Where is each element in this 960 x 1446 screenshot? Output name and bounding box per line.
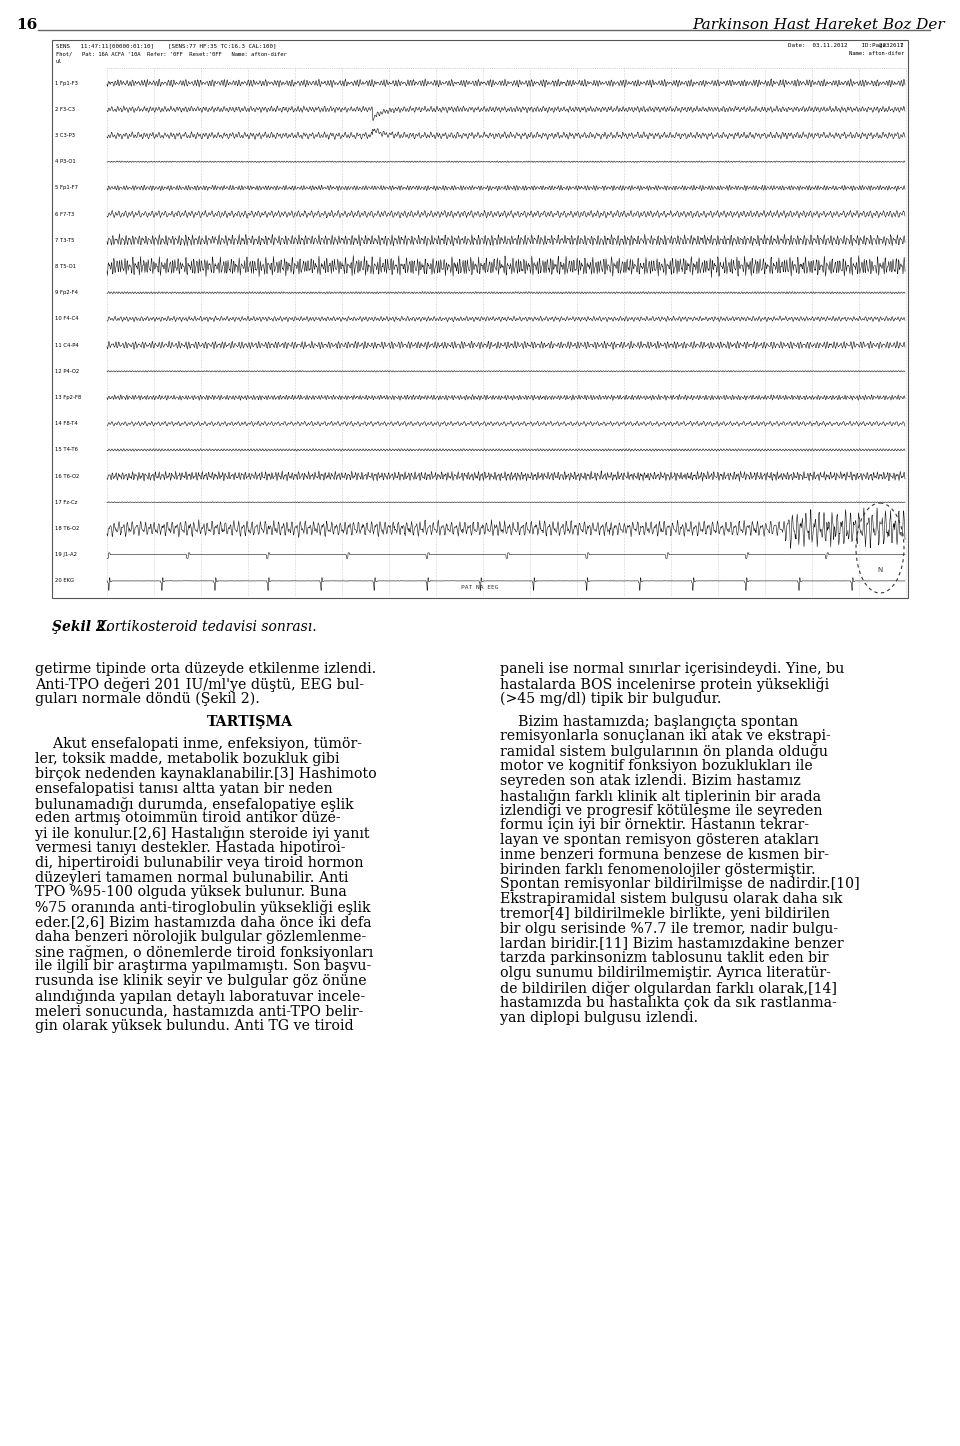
Text: TPO %95-100 olguda yüksek bulunur. Buna: TPO %95-100 olguda yüksek bulunur. Buna — [35, 885, 347, 899]
Text: eder.[2,6] Bizim hastamızda daha önce iki defa: eder.[2,6] Bizim hastamızda daha önce ik… — [35, 915, 372, 930]
Text: TARTIŞMA: TARTIŞMA — [207, 714, 293, 729]
Text: ile ilgili bir araştırma yapılmamıştı. Son başvu-: ile ilgili bir araştırma yapılmamıştı. S… — [35, 960, 372, 973]
Text: tremor[4] bildirilmekle birlikte, yeni bildirilen: tremor[4] bildirilmekle birlikte, yeni b… — [500, 907, 829, 921]
Text: Şekil 2.: Şekil 2. — [52, 620, 110, 633]
Text: %75 oranında anti-tiroglobulin yüksekliği eşlik: %75 oranında anti-tiroglobulin yüksekliğ… — [35, 901, 371, 915]
Text: meleri sonucunda, hastamızda anti-TPO belir-: meleri sonucunda, hastamızda anti-TPO be… — [35, 1004, 364, 1018]
Text: Parkinson Hast Hareket Boz Der: Parkinson Hast Hareket Boz Der — [692, 17, 945, 32]
Text: Date:  03.11.2012    ID:  2232617: Date: 03.11.2012 ID: 2232617 — [788, 43, 904, 48]
Text: Kortikosteroid tedavisi sonrası.: Kortikosteroid tedavisi sonrası. — [92, 620, 317, 633]
Text: yi ile konulur.[2,6] Hastalığın steroide iyi yanıt: yi ile konulur.[2,6] Hastalığın steroide… — [35, 826, 370, 842]
Text: bulunamadığı durumda, ensefalopatiye eşlik: bulunamadığı durumda, ensefalopatiye eşl… — [35, 797, 353, 811]
Text: rusunda ise klinik seyir ve bulgular göz önüne: rusunda ise klinik seyir ve bulgular göz… — [35, 975, 367, 988]
Text: ensefalopatisi tanısı altta yatan bir neden: ensefalopatisi tanısı altta yatan bir ne… — [35, 782, 332, 795]
Text: ler, toksik madde, metabolik bozukluk gibi: ler, toksik madde, metabolik bozukluk gi… — [35, 752, 340, 766]
Text: 12 P4-O2: 12 P4-O2 — [55, 369, 80, 375]
Text: 9 Fp2-F4: 9 Fp2-F4 — [55, 291, 78, 295]
Text: 19 J1-A2: 19 J1-A2 — [55, 552, 77, 557]
Text: izlendiği ve progresif kötüleşme ile seyreden: izlendiği ve progresif kötüleşme ile sey… — [500, 804, 823, 818]
Text: 1 Fp1-F3: 1 Fp1-F3 — [55, 81, 78, 85]
Text: 10 F4-C4: 10 F4-C4 — [55, 317, 79, 321]
Text: de bildirilen diğer olgulardan farklı olarak,[14]: de bildirilen diğer olgulardan farklı ol… — [500, 980, 837, 996]
Text: motor ve kognitif fonksiyon bozuklukları ile: motor ve kognitif fonksiyon bozuklukları… — [500, 759, 813, 774]
Text: ul: ul — [56, 59, 62, 64]
Text: SENS   11:47:11[00000:01:10]    [SENS:77 HF:35 TC:16.3 CAL:100]: SENS 11:47:11[00000:01:10] [SENS:77 HF:3… — [56, 43, 276, 48]
Text: Akut ensefalopati inme, enfeksiyon, tümör-: Akut ensefalopati inme, enfeksiyon, tümö… — [35, 737, 362, 752]
Text: Anti-TPO değeri 201 IU/ml'ye düştü, EEG bul-: Anti-TPO değeri 201 IU/ml'ye düştü, EEG … — [35, 677, 364, 691]
Text: Page    1: Page 1 — [649, 43, 904, 48]
Text: formu için iyi bir örnektir. Hastanın tekrar-: formu için iyi bir örnektir. Hastanın te… — [500, 818, 809, 831]
Text: alındığında yapılan detaylı laboratuvar incele-: alındığında yapılan detaylı laboratuvar … — [35, 989, 365, 1004]
Text: 3 C3-P3: 3 C3-P3 — [55, 133, 75, 137]
Text: 15 T4-T6: 15 T4-T6 — [55, 447, 78, 453]
Text: layan ve spontan remisyon gösteren atakları: layan ve spontan remisyon gösteren atakl… — [500, 833, 819, 847]
Text: birinden farklı fenomenolojiler göstermiştir.: birinden farklı fenomenolojiler göstermi… — [500, 863, 816, 876]
Text: bir olgu serisinde %7.7 ile tremor, nadir bulgu-: bir olgu serisinde %7.7 ile tremor, nadi… — [500, 921, 838, 936]
Text: 14 F8-T4: 14 F8-T4 — [55, 421, 78, 427]
Text: hastamızda bu hastalıkta çok da sık rastlanma-: hastamızda bu hastalıkta çok da sık rast… — [500, 996, 837, 1009]
Text: hastalarda BOS incelenirse protein yüksekliği: hastalarda BOS incelenirse protein yükse… — [500, 677, 829, 691]
Text: 13 Fp2-F8: 13 Fp2-F8 — [55, 395, 82, 401]
Text: düzeyleri tamamen normal bulunabilir. Anti: düzeyleri tamamen normal bulunabilir. An… — [35, 870, 348, 885]
Text: 16 T6-O2: 16 T6-O2 — [55, 474, 80, 479]
Text: Bizim hastamızda; başlangıçta spontan: Bizim hastamızda; başlangıçta spontan — [500, 714, 798, 729]
Text: 11 C4-P4: 11 C4-P4 — [55, 343, 79, 347]
Text: Spontan remisyonlar bildirilmişse de nadirdir.[10]: Spontan remisyonlar bildirilmişse de nad… — [500, 878, 860, 891]
Text: seyreden son atak izlendi. Bizim hastamız: seyreden son atak izlendi. Bizim hastamı… — [500, 774, 801, 788]
Text: di, hipertiroidi bulunabilir veya tiroid hormon: di, hipertiroidi bulunabilir veya tiroid… — [35, 856, 364, 870]
Text: inme benzeri formuna benzese de kısmen bir-: inme benzeri formuna benzese de kısmen b… — [500, 847, 829, 862]
Bar — [52, 40, 908, 599]
Text: (>45 mg/dl) tipik bir bulgudur.: (>45 mg/dl) tipik bir bulgudur. — [500, 691, 722, 706]
Text: 18 T6-O2: 18 T6-O2 — [55, 526, 80, 531]
Text: 4 P3-O1: 4 P3-O1 — [55, 159, 76, 165]
Text: 5 Fp1-F7: 5 Fp1-F7 — [55, 185, 78, 191]
Text: Name: afton-difer: Name: afton-difer — [849, 51, 904, 56]
Text: 20 EKG: 20 EKG — [55, 578, 74, 583]
Text: 17 Fz-Cz: 17 Fz-Cz — [55, 500, 78, 505]
Text: remisyonlarla sonuçlanan iki atak ve ekstrapi-: remisyonlarla sonuçlanan iki atak ve eks… — [500, 729, 830, 743]
Text: 8 T5-O1: 8 T5-O1 — [55, 265, 76, 269]
Text: birçok nedenden kaynaklanabilir.[3] Hashimoto: birçok nedenden kaynaklanabilir.[3] Hash… — [35, 766, 376, 781]
Text: lardan biridir.[11] Bizim hastamızdakine benzer: lardan biridir.[11] Bizim hastamızdakine… — [500, 937, 844, 950]
Text: getirme tipinde orta düzeyde etkilenme izlendi.: getirme tipinde orta düzeyde etkilenme i… — [35, 662, 376, 675]
Text: olgu sunumu bildirilmemiştir. Ayrıca literatür-: olgu sunumu bildirilmemiştir. Ayrıca lit… — [500, 966, 830, 980]
Text: 2 F3-C3: 2 F3-C3 — [55, 107, 75, 111]
Text: hastalığın farklı klinik alt tiplerinin bir arada: hastalığın farklı klinik alt tiplerinin … — [500, 788, 821, 804]
Text: paneli ise normal sınırlar içerisindeydi. Yine, bu: paneli ise normal sınırlar içerisindeydi… — [500, 662, 845, 675]
Text: Ekstrapiramidal sistem bulgusu olarak daha sık: Ekstrapiramidal sistem bulgusu olarak da… — [500, 892, 842, 907]
Text: gin olarak yüksek bulundu. Anti TG ve tiroid: gin olarak yüksek bulundu. Anti TG ve ti… — [35, 1018, 353, 1032]
Text: daha benzeri nörolojik bulgular gözlemlenme-: daha benzeri nörolojik bulgular gözlemle… — [35, 930, 367, 944]
Text: N: N — [877, 567, 882, 573]
Text: Fhot/   Pat: 16A ACFA '10A  Refer: '0FF  Reset:'0FF   Name: afton-difer: Fhot/ Pat: 16A ACFA '10A Refer: '0FF Res… — [56, 51, 287, 56]
Text: guları normale döndü (Şekil 2).: guları normale döndü (Şekil 2). — [35, 691, 260, 706]
Text: PAT NA EEG: PAT NA EEG — [461, 586, 499, 590]
Text: tarzda parkinsonizm tablosunu taklit eden bir: tarzda parkinsonizm tablosunu taklit ede… — [500, 951, 828, 966]
Text: 16: 16 — [16, 17, 37, 32]
Text: 6 F7-T3: 6 F7-T3 — [55, 211, 74, 217]
Text: vermesi tanıyı destekler. Hastada hipotiroi-: vermesi tanıyı destekler. Hastada hipoti… — [35, 842, 346, 855]
Text: 7 T3-T5: 7 T3-T5 — [55, 237, 75, 243]
Text: sine rağmen, o dönemlerde tiroid fonksiyonları: sine rağmen, o dönemlerde tiroid fonksiy… — [35, 944, 373, 960]
Text: eden artmış otoimmün tiroid antikor düze-: eden artmış otoimmün tiroid antikor düze… — [35, 811, 341, 826]
Text: yan diplopi bulgusu izlendi.: yan diplopi bulgusu izlendi. — [500, 1011, 698, 1025]
Text: ramidal sistem bulgularının ön planda olduğu: ramidal sistem bulgularının ön planda ol… — [500, 745, 828, 759]
